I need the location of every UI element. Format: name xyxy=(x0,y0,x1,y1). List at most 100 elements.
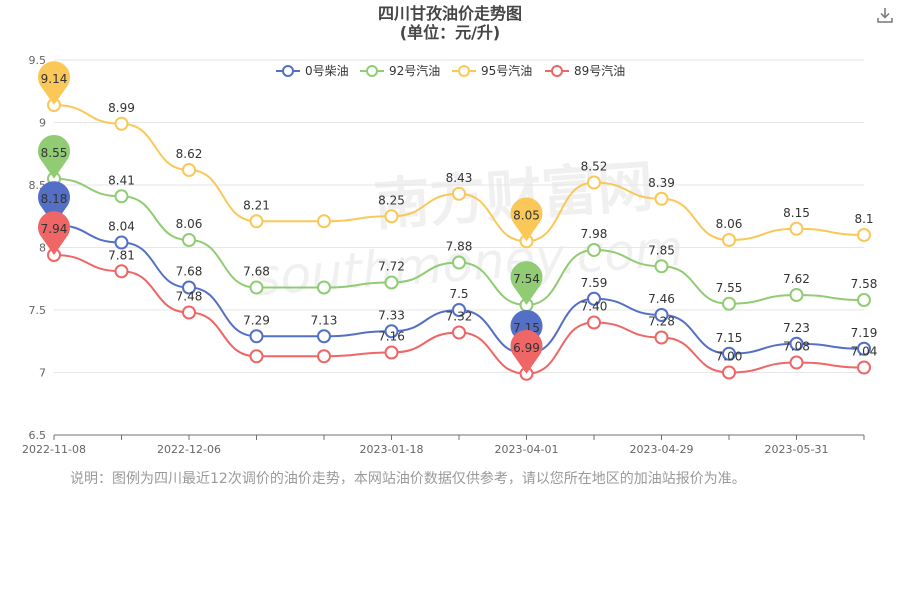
max-pin xyxy=(37,135,70,179)
data-point[interactable] xyxy=(182,305,196,320)
max-pin xyxy=(37,181,70,225)
data-point[interactable] xyxy=(317,214,331,229)
y-tick-label: 6.5 xyxy=(29,429,47,442)
data-point[interactable] xyxy=(384,209,399,224)
data-label: 7.16 xyxy=(378,330,405,344)
data-label: 7.58 xyxy=(851,277,878,291)
data-label: 8.25 xyxy=(378,193,405,207)
data-label: 7.00 xyxy=(716,350,743,364)
min-pin-label: 8.05 xyxy=(513,208,540,222)
data-label: 7.08 xyxy=(783,340,810,354)
data-point[interactable] xyxy=(654,308,669,322)
data-point[interactable] xyxy=(722,233,736,247)
data-point[interactable] xyxy=(587,315,601,330)
data-point[interactable] xyxy=(182,280,196,295)
data-point[interactable] xyxy=(587,175,601,190)
data-point[interactable] xyxy=(789,221,804,236)
data-point[interactable] xyxy=(384,345,399,360)
data-label: 7.19 xyxy=(851,326,878,340)
legend-marker[interactable] xyxy=(366,65,378,77)
x-tick-label: 2023-01-18 xyxy=(360,443,424,456)
legend-marker[interactable] xyxy=(551,65,563,77)
data-label: 7.5 xyxy=(449,287,468,301)
data-point[interactable] xyxy=(857,293,871,307)
data-label: 7.23 xyxy=(783,321,810,335)
data-point[interactable] xyxy=(249,214,264,229)
data-label: 8.99 xyxy=(108,101,135,115)
data-point[interactable] xyxy=(789,336,804,351)
data-label: 7.28 xyxy=(648,315,675,329)
data-point[interactable] xyxy=(654,191,669,206)
data-point[interactable] xyxy=(249,280,264,295)
data-point[interactable] xyxy=(857,228,871,242)
data-point[interactable] xyxy=(452,325,466,340)
data-label: 7.59 xyxy=(581,276,608,290)
min-pin xyxy=(510,330,543,374)
legend-entry: 89号汽油 xyxy=(574,63,625,78)
data-point[interactable] xyxy=(182,233,196,247)
data-point[interactable] xyxy=(114,235,129,250)
max-pin-label: 8.18 xyxy=(41,192,68,206)
data-point[interactable] xyxy=(722,346,736,361)
data-point[interactable] xyxy=(384,275,399,290)
data-label: 8.21 xyxy=(243,198,270,212)
data-point[interactable] xyxy=(857,341,871,356)
data-point[interactable] xyxy=(789,355,804,370)
data-point[interactable] xyxy=(789,288,804,302)
data-point[interactable] xyxy=(384,324,399,339)
min-pin-label: 7.54 xyxy=(513,272,540,286)
data-label: 8.52 xyxy=(581,160,608,174)
data-point[interactable] xyxy=(857,360,871,375)
data-label: 7.98 xyxy=(581,227,608,241)
data-point[interactable] xyxy=(114,264,129,279)
y-tick-label: 9 xyxy=(39,117,46,130)
legend-entry: 0号柴油 xyxy=(305,64,349,78)
data-point[interactable] xyxy=(114,116,129,131)
max-pin-label: 8.55 xyxy=(41,146,68,160)
legend-marker[interactable] xyxy=(458,65,470,77)
min-pin-label: 6.99 xyxy=(513,341,540,355)
min-pin xyxy=(510,197,543,242)
data-label: 7.40 xyxy=(581,300,608,314)
chart-title: 四川甘孜油价走势图 xyxy=(378,4,522,23)
legend-marker[interactable] xyxy=(282,65,294,77)
max-pin xyxy=(37,211,70,255)
data-label: 7.68 xyxy=(243,265,270,279)
data-point[interactable] xyxy=(249,329,264,344)
data-point[interactable] xyxy=(452,255,466,270)
data-label: 7.29 xyxy=(243,313,270,327)
data-label: 8.15 xyxy=(783,206,810,220)
data-label: 7.85 xyxy=(648,243,675,257)
data-point[interactable] xyxy=(182,163,196,177)
data-point[interactable] xyxy=(452,186,466,201)
data-label: 8.04 xyxy=(108,220,135,234)
data-point[interactable] xyxy=(587,243,601,257)
y-tick-label: 7 xyxy=(39,367,46,380)
x-tick-label: 2023-04-29 xyxy=(630,443,694,456)
data-point[interactable] xyxy=(317,349,331,364)
data-point[interactable] xyxy=(452,303,466,317)
legend-entry: 95号汽油 xyxy=(481,63,532,78)
data-point[interactable] xyxy=(722,365,736,380)
data-point[interactable] xyxy=(317,280,331,295)
chart-subtitle: (单位：元/升) xyxy=(400,23,500,42)
legend-entry: 92号汽油 xyxy=(389,63,440,78)
data-point[interactable] xyxy=(114,189,129,204)
chart-note: 说明：图例为四川最近12次调价的油价走势，本网站油价数据仅供参考，请以您所在地区… xyxy=(70,471,746,487)
data-label: 7.48 xyxy=(176,290,203,304)
max-pin-label: 7.94 xyxy=(41,222,68,236)
data-point[interactable] xyxy=(654,259,669,274)
download-icon[interactable] xyxy=(876,6,894,24)
max-pin-label: 9.14 xyxy=(41,72,68,86)
data-label: 7.81 xyxy=(108,248,135,262)
data-point[interactable] xyxy=(587,291,601,306)
data-point[interactable] xyxy=(317,329,331,344)
data-point[interactable] xyxy=(249,349,264,364)
data-label: 7.68 xyxy=(176,265,203,279)
data-point[interactable] xyxy=(654,330,669,345)
data-label: 7.62 xyxy=(783,272,810,286)
data-label: 8.43 xyxy=(446,171,473,185)
x-tick-label: 2022-12-06 xyxy=(157,443,221,456)
data-point[interactable] xyxy=(722,296,736,311)
